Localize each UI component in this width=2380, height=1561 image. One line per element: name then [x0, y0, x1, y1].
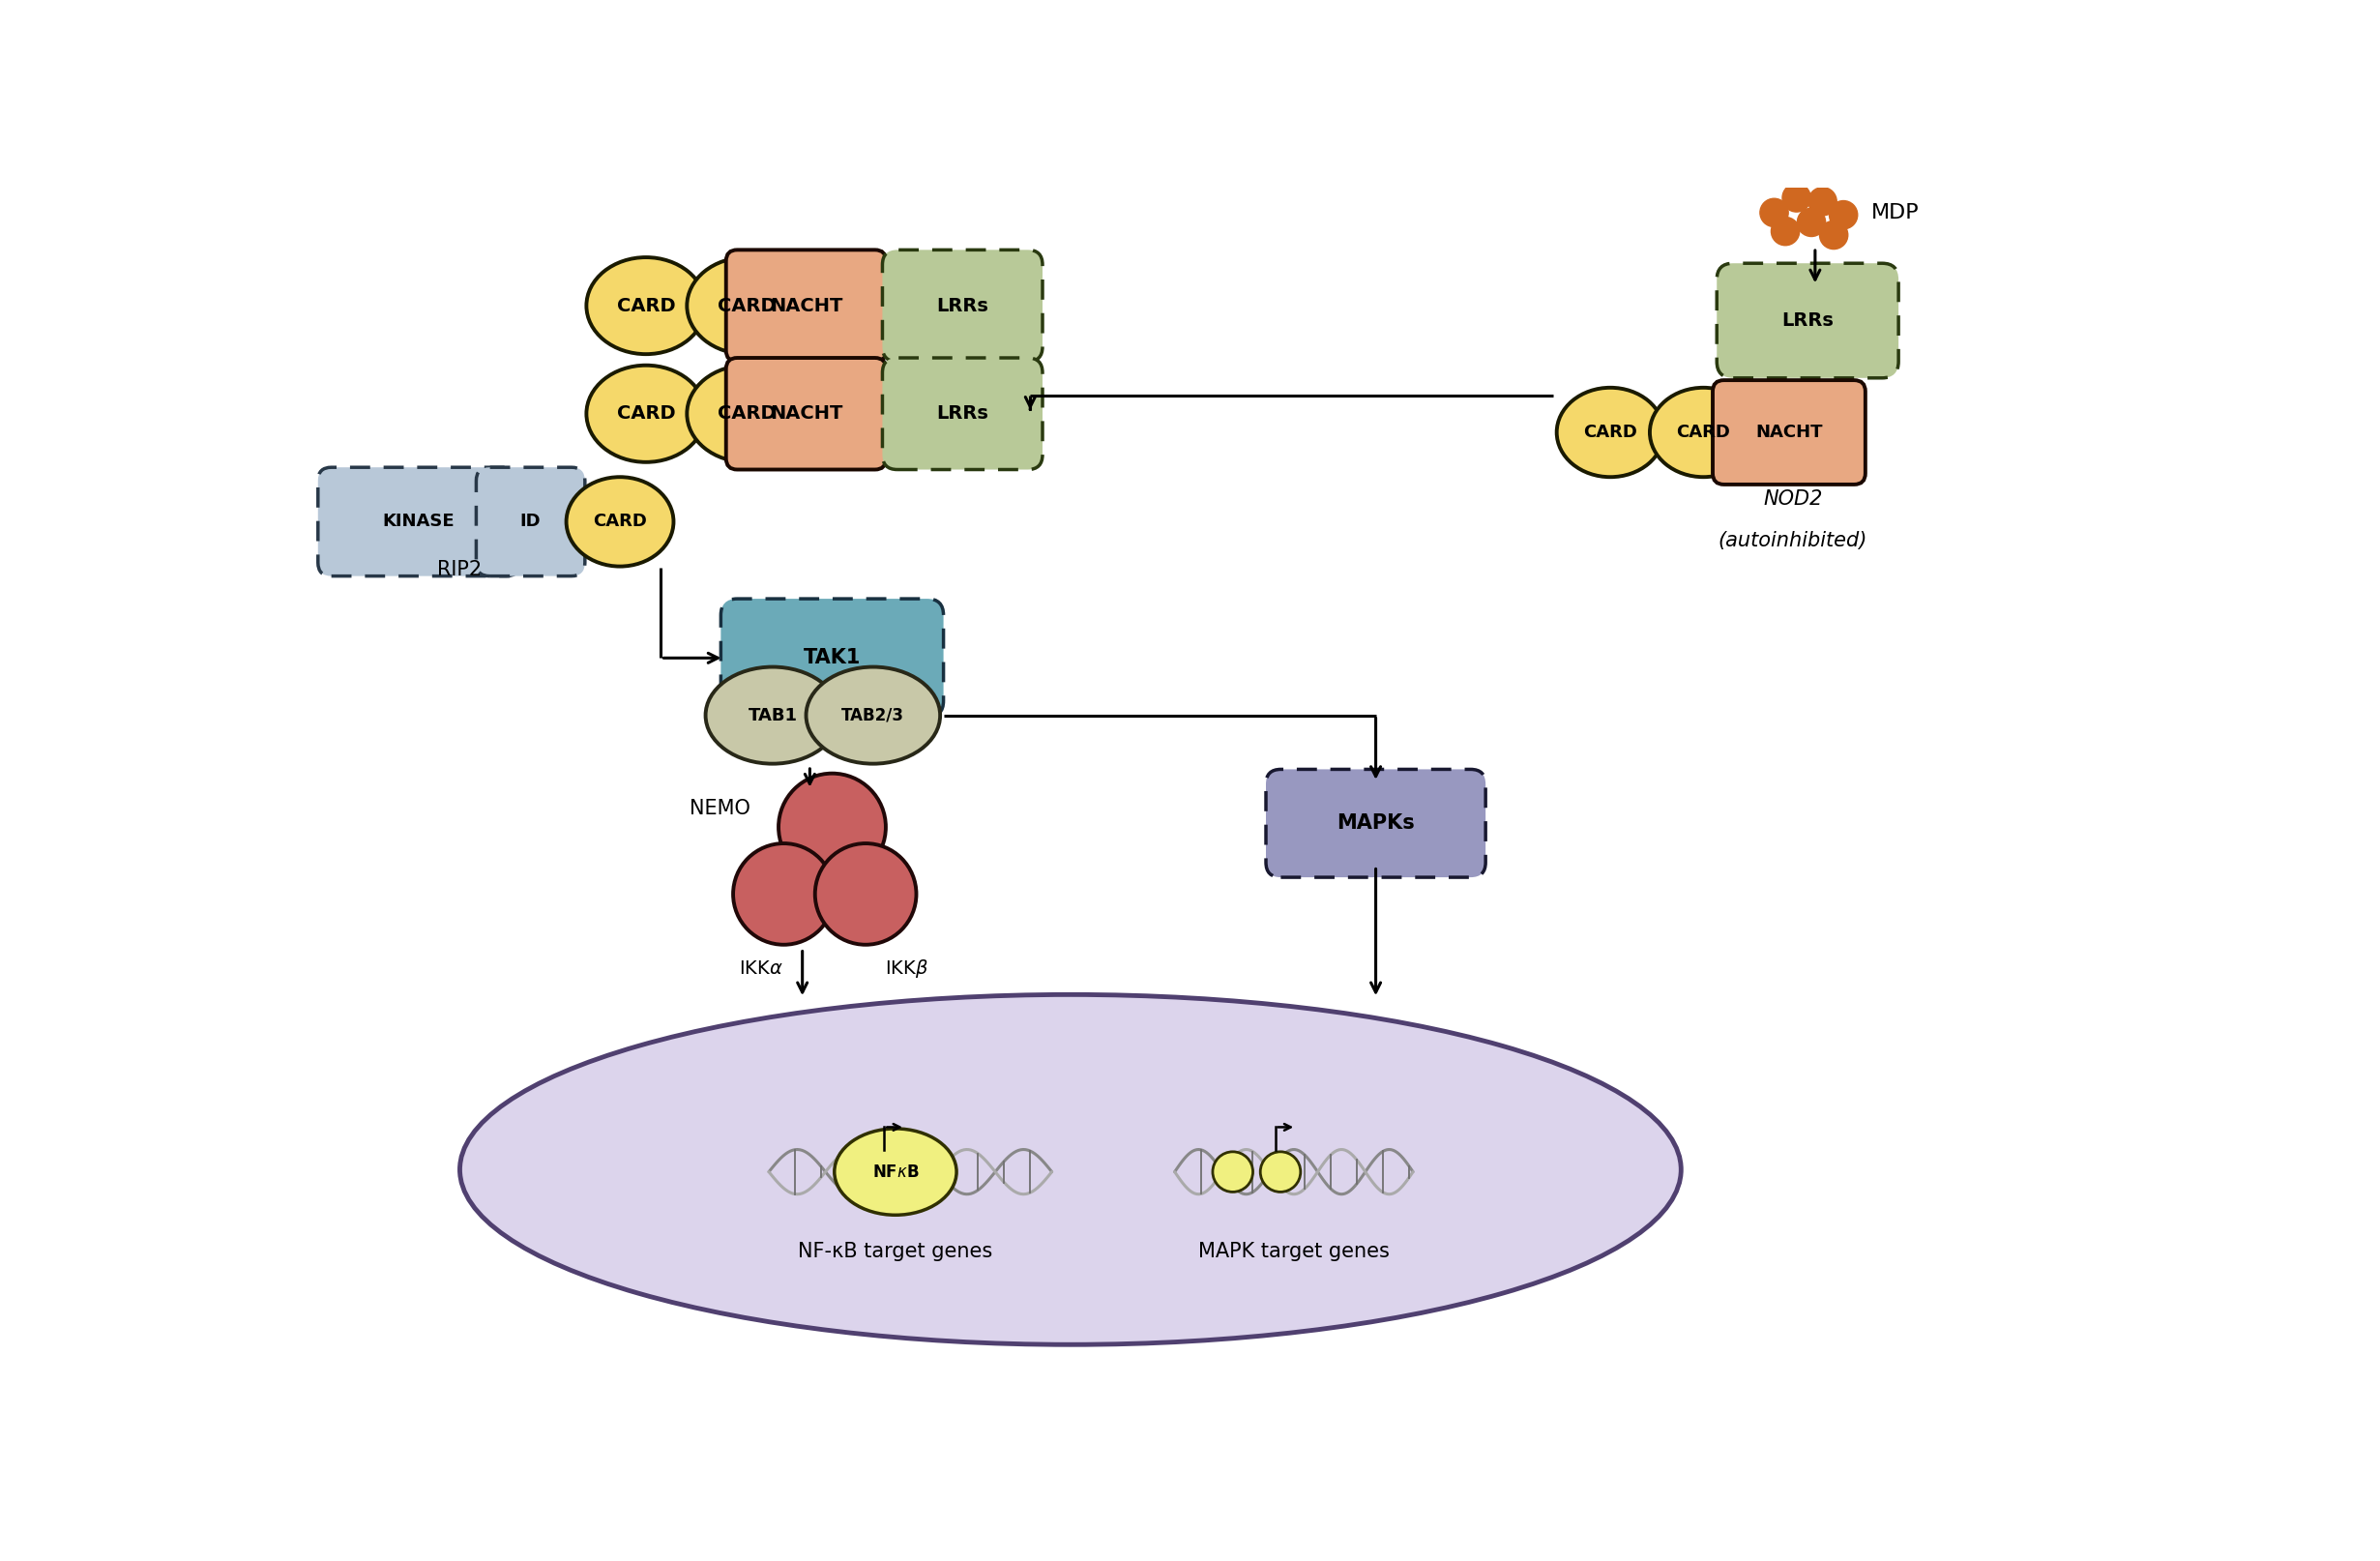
- Text: NF-κB target genes: NF-κB target genes: [797, 1243, 992, 1261]
- Ellipse shape: [585, 365, 704, 462]
- Text: CARD: CARD: [716, 297, 776, 315]
- Text: NACHT: NACHT: [1756, 423, 1823, 442]
- Ellipse shape: [459, 994, 1680, 1344]
- FancyBboxPatch shape: [1266, 770, 1485, 877]
- Ellipse shape: [733, 843, 835, 944]
- FancyBboxPatch shape: [721, 599, 942, 716]
- Ellipse shape: [807, 667, 940, 763]
- Text: KINASE: KINASE: [383, 514, 455, 531]
- Text: TAK1: TAK1: [804, 648, 862, 668]
- Ellipse shape: [1797, 208, 1825, 236]
- Ellipse shape: [778, 773, 885, 880]
- FancyBboxPatch shape: [726, 250, 885, 362]
- Text: MAPK target genes: MAPK target genes: [1197, 1243, 1390, 1261]
- Ellipse shape: [566, 478, 674, 567]
- Text: TAB2/3: TAB2/3: [843, 707, 904, 724]
- FancyBboxPatch shape: [319, 467, 519, 576]
- Text: CARD: CARD: [593, 514, 647, 531]
- Text: NEMO: NEMO: [690, 799, 750, 818]
- FancyBboxPatch shape: [883, 250, 1042, 362]
- Text: RIP2: RIP2: [438, 560, 483, 579]
- Ellipse shape: [688, 365, 807, 462]
- Text: IKK$\beta$: IKK$\beta$: [885, 957, 928, 980]
- Ellipse shape: [1649, 387, 1756, 478]
- Text: CARD: CARD: [616, 297, 676, 315]
- FancyBboxPatch shape: [1716, 264, 1899, 378]
- Ellipse shape: [1759, 198, 1787, 226]
- Text: CARD: CARD: [1676, 423, 1730, 442]
- FancyBboxPatch shape: [883, 357, 1042, 470]
- Ellipse shape: [1261, 1152, 1299, 1193]
- Text: LRRs: LRRs: [935, 404, 988, 423]
- Text: NACHT: NACHT: [769, 297, 843, 315]
- Text: LRRs: LRRs: [935, 297, 988, 315]
- Ellipse shape: [1809, 187, 1837, 215]
- Text: LRRs: LRRs: [1783, 312, 1833, 329]
- Text: CARD: CARD: [716, 404, 776, 423]
- Text: MAPKs: MAPKs: [1338, 813, 1414, 834]
- FancyBboxPatch shape: [476, 467, 585, 576]
- Ellipse shape: [1783, 184, 1811, 212]
- Ellipse shape: [1771, 217, 1799, 245]
- Text: CARD: CARD: [616, 404, 676, 423]
- Text: TAB1: TAB1: [747, 707, 797, 724]
- Ellipse shape: [1821, 220, 1847, 250]
- Text: MDP: MDP: [1871, 203, 1918, 222]
- Ellipse shape: [1830, 201, 1856, 229]
- Text: IKK$\alpha$: IKK$\alpha$: [740, 960, 783, 977]
- Text: NOD2: NOD2: [1764, 490, 1823, 509]
- Ellipse shape: [585, 258, 704, 354]
- Text: NACHT: NACHT: [769, 404, 843, 423]
- FancyBboxPatch shape: [726, 357, 885, 470]
- Text: NF$\kappa$B: NF$\kappa$B: [871, 1163, 919, 1180]
- Ellipse shape: [814, 843, 916, 944]
- Ellipse shape: [688, 258, 807, 354]
- FancyBboxPatch shape: [1714, 381, 1866, 484]
- Ellipse shape: [835, 1129, 957, 1214]
- Text: (autoinhibited): (autoinhibited): [1718, 531, 1868, 549]
- Text: ID: ID: [521, 514, 540, 531]
- Text: CARD: CARD: [1583, 423, 1637, 442]
- Ellipse shape: [704, 667, 840, 763]
- Ellipse shape: [1557, 387, 1664, 478]
- Ellipse shape: [1214, 1152, 1252, 1193]
